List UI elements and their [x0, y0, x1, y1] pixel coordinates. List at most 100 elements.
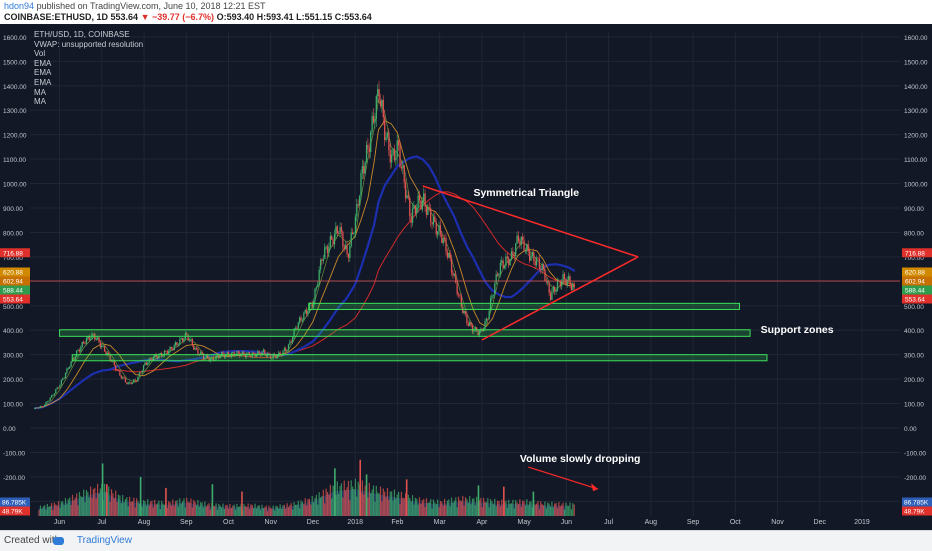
volume-bar [253, 508, 255, 516]
volume-bar [361, 480, 363, 516]
candle-body [158, 354, 160, 359]
candle-body [361, 166, 364, 174]
candle-body [391, 154, 393, 163]
candle-body [209, 358, 212, 362]
candle-body [180, 338, 182, 340]
tradingview-link[interactable]: TradingView [76, 535, 132, 546]
volume-tag-right [902, 497, 932, 507]
volume-bar [404, 493, 407, 516]
volume-bar [340, 483, 343, 516]
volume-bar [563, 509, 566, 516]
volume-bar [471, 498, 474, 516]
candle-body [108, 352, 110, 355]
volume-bar [329, 484, 331, 516]
volume-bar [392, 500, 394, 516]
candle-body [285, 348, 287, 352]
candle-body [126, 382, 128, 384]
candle-body [243, 351, 245, 355]
candle-body [459, 294, 461, 296]
candle-body [77, 350, 79, 351]
candle-body [384, 117, 386, 141]
author-link[interactable]: hdon94 [4, 1, 35, 11]
price-chart[interactable]: 1600.00 1600.00 1500.00 1500.00 1400.00 1400.… [0, 24, 932, 530]
candle-body [262, 349, 265, 353]
volume-bar [41, 508, 43, 516]
candle-body [232, 352, 234, 353]
volume-bar [239, 506, 241, 516]
price-tag-right [902, 276, 932, 286]
volume-bar [257, 505, 259, 516]
y-tick-label-right: -200.00 [904, 475, 926, 482]
volume-bar [453, 500, 455, 516]
volume-bar [96, 483, 99, 516]
volume-bar [116, 501, 118, 516]
x-tick-label: Aug [138, 519, 151, 526]
legend-item[interactable]: EMA [34, 77, 52, 87]
legend-item[interactable]: EMA [34, 58, 52, 68]
volume-bar [57, 501, 60, 516]
candle-body [535, 257, 538, 266]
candle-body [425, 206, 428, 215]
legend-item[interactable]: EMA [34, 68, 52, 78]
volume-bar [368, 482, 370, 516]
x-tick-label: Sep [180, 519, 193, 526]
candle-body [106, 352, 108, 355]
y-tick-label-left: 400.00 [3, 328, 23, 335]
candle-body [455, 273, 457, 283]
candle-body [50, 395, 53, 398]
candle-body [321, 259, 323, 261]
legend-item[interactable]: MA [34, 97, 46, 107]
candle-body [434, 216, 436, 223]
candle-body [301, 320, 304, 322]
candle-body [299, 317, 301, 323]
candle-body [177, 344, 180, 346]
close-value: C:553.64 [334, 12, 372, 22]
candle-body [63, 377, 65, 379]
volume-bar [261, 504, 263, 516]
candle-body [414, 205, 417, 214]
volume-bar [187, 501, 189, 516]
legend-item[interactable]: Vol [34, 49, 46, 59]
volume-bar [64, 497, 67, 516]
candle-body [365, 144, 368, 163]
candle-body [527, 244, 529, 252]
volume-bar [506, 507, 508, 516]
volume-bar [534, 504, 536, 516]
candle-body [191, 339, 194, 346]
candle-body [513, 255, 515, 257]
y-tick-label-right: 700.00 [904, 255, 924, 262]
candle-body [346, 245, 348, 255]
volume-bar [423, 498, 425, 516]
volume-bar [365, 474, 368, 516]
legend-item[interactable]: MA [34, 87, 46, 97]
volume-bar [490, 499, 492, 516]
candle-body [424, 193, 426, 207]
volume-bar [555, 503, 557, 516]
volume-bar [285, 508, 287, 516]
candle-body [130, 382, 132, 385]
candle-body [194, 347, 196, 350]
volume-bar [73, 500, 75, 516]
volume-bar [88, 497, 90, 516]
candle-body [123, 377, 125, 379]
candle-body [264, 349, 266, 355]
volume-bar [469, 496, 471, 516]
candle-body [562, 273, 564, 282]
volume-tag-label-left: 86.785K [2, 500, 27, 507]
chart-area[interactable]: 1600.00 1600.00 1500.00 1500.00 1400.00 1400.… [0, 24, 932, 530]
volume-bar [258, 505, 260, 516]
volume-bar [279, 504, 281, 516]
volume-bar [480, 497, 482, 516]
candle-body [141, 370, 143, 373]
volume-bar [398, 491, 400, 516]
candle-body [460, 295, 462, 307]
candle-body [197, 348, 199, 354]
volume-bar [106, 484, 108, 516]
volume-bar [299, 508, 301, 516]
support-zone [71, 354, 768, 362]
candle-body [258, 351, 260, 353]
volume-bar [437, 499, 439, 516]
volume-bar [540, 501, 542, 516]
candle-body [225, 354, 227, 358]
candle-body [70, 361, 72, 367]
